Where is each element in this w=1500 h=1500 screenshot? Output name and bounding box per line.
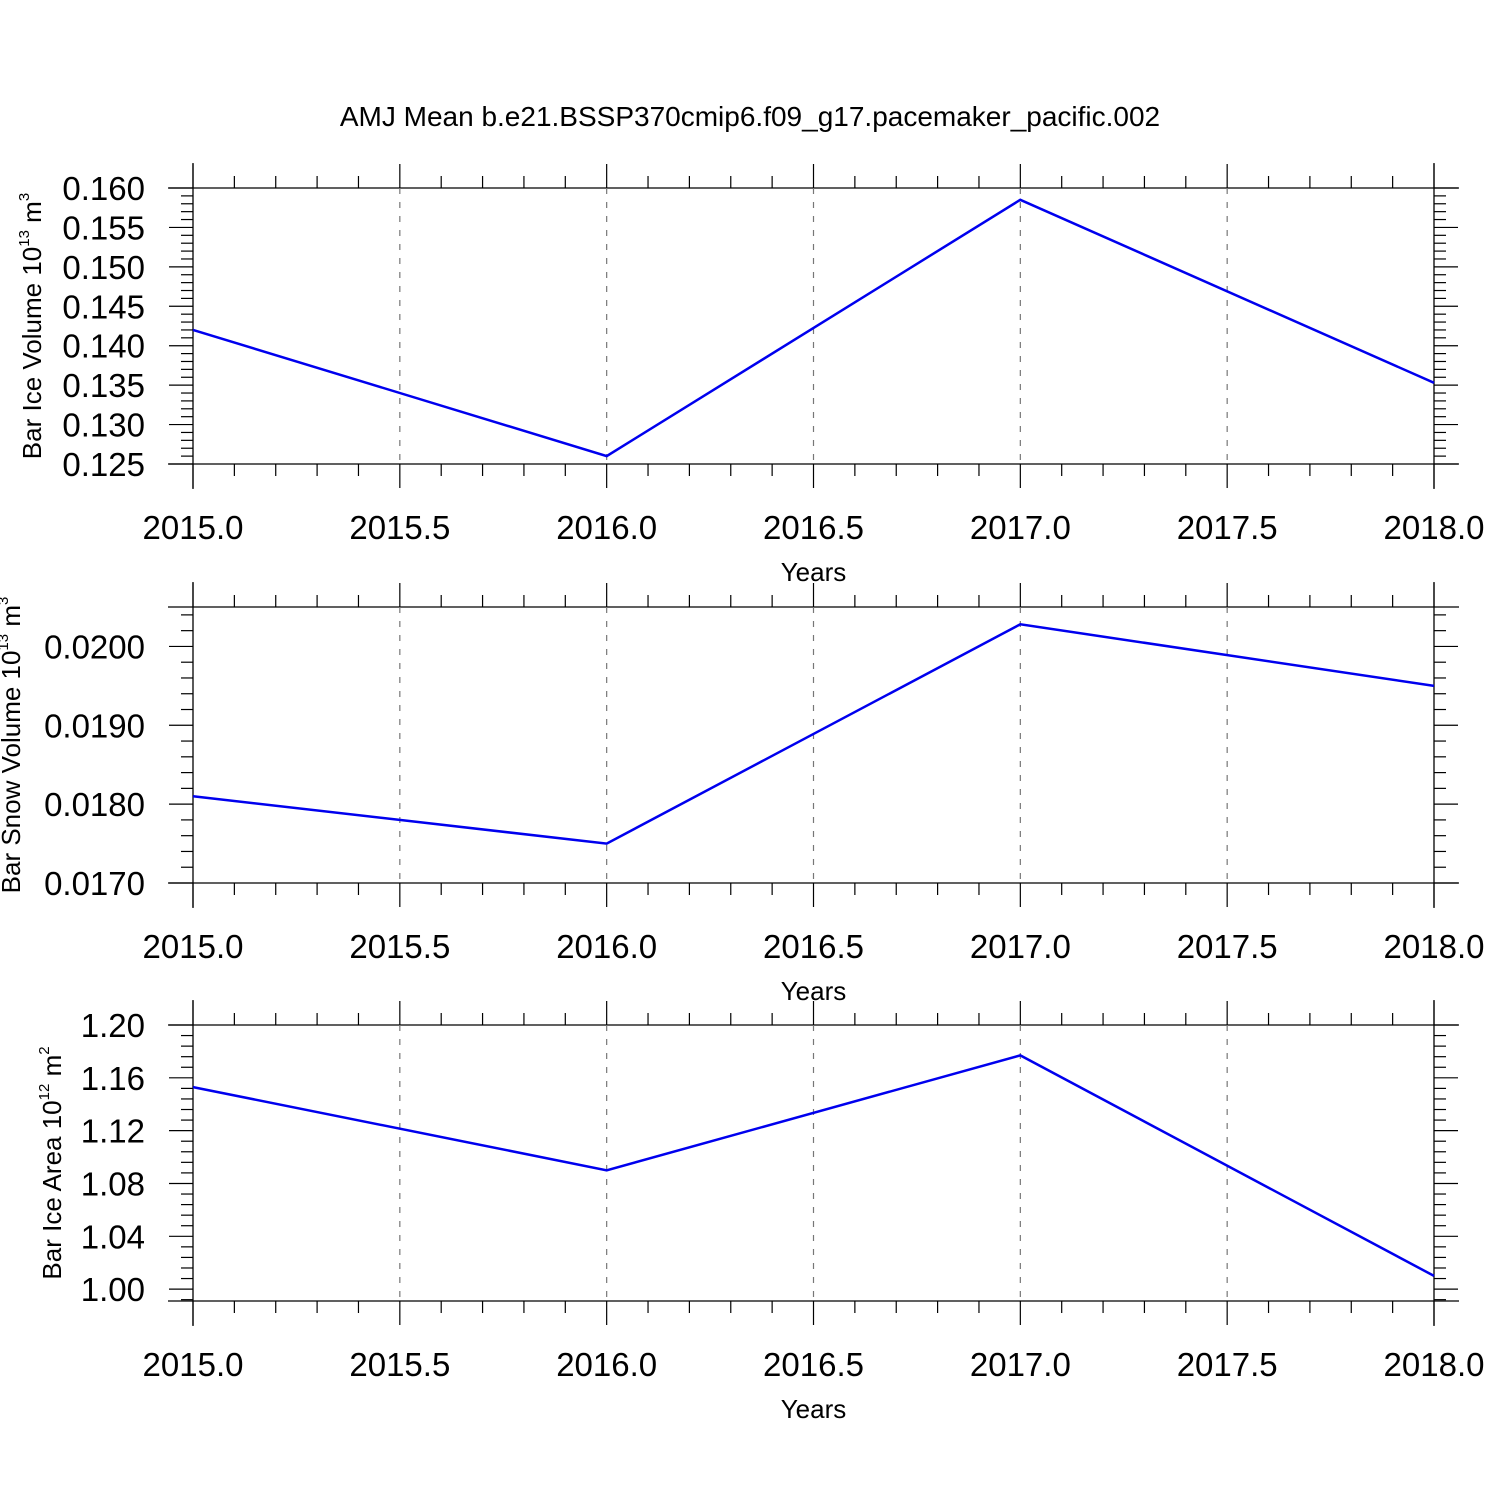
y-axis-label: Bar Snow Volume 1013 m3 [0,597,26,894]
x-tick-label-1: 2015.5 [349,1346,450,1383]
x-tick-label-1: 2015.5 [349,928,450,965]
y-tick-label-3: 0.140 [62,328,145,365]
y-tick-label-3: 1.12 [81,1113,145,1150]
x-tick-label-0: 2015.0 [143,1346,244,1383]
x-tick-label-0: 2015.0 [143,928,244,965]
y-tick-label-2: 1.08 [81,1165,145,1202]
y-axis-label-superscript: 12 [36,1084,53,1101]
x-tick-label-4: 2017.0 [970,509,1071,546]
y-tick-label-0: 0.125 [62,446,145,483]
x-tick-label-6: 2018.0 [1384,509,1485,546]
y-tick-label-1: 1.04 [81,1218,145,1255]
y-tick-label-0: 0.0170 [44,865,145,902]
series-line-1 [192,623,1435,845]
x-tick-label-6: 2018.0 [1384,1346,1485,1383]
x-tick-label-2: 2016.0 [556,1346,657,1383]
y-tick-label-2: 0.0190 [44,707,145,744]
y-axis-label-text: m [0,605,26,634]
y-axis-label-text: Bar Ice Volume 10 [17,247,47,459]
series-line-1 [192,1054,1435,1278]
y-tick-label-0: 1.00 [81,1271,145,1308]
figure-title: AMJ Mean b.e21.BSSP370cmip6.f09_g17.pace… [340,101,1160,132]
y-tick-label-1: 0.0180 [44,786,145,823]
y-tick-label-7: 0.160 [62,170,145,207]
y-axis-label-text: Bar Snow Volume 10 [0,651,26,894]
x-tick-label-4: 2017.0 [970,1346,1071,1383]
x-tick-label-1: 2015.5 [349,509,450,546]
chart-panel-1: 2015.0 2015.5 2016.0 2016.5 2017.0 2017.5 2018… [16,163,1484,587]
y-axis-label-superscript: 3 [16,193,33,201]
x-tick-label-3: 2016.5 [763,1346,864,1383]
y-tick-label-4: 0.145 [62,288,145,325]
x-axis-label: Years [781,557,847,587]
y-tick-label-5: 1.20 [81,1007,145,1044]
y-axis-label-text: m [37,1055,67,1084]
y-axis-label-superscript: 3 [0,597,12,605]
y-axis-label: Bar Ice Area 1012 m2 [36,1046,67,1279]
x-tick-label-4: 2017.0 [970,928,1071,965]
y-tick-label-6: 0.155 [62,209,145,246]
x-tick-label-5: 2017.5 [1177,509,1278,546]
x-tick-label-5: 2017.5 [1177,1346,1278,1383]
x-tick-label-3: 2016.5 [763,509,864,546]
chart-panel-3: 2015.0 2015.5 2016.0 2016.5 2017.0 2017.5 2018… [36,1000,1484,1424]
y-axis-label: Bar Ice Volume 1013 m3 [16,193,47,459]
x-tick-label-3: 2016.5 [763,928,864,965]
chart-panel-2: 2015.0 2015.5 2016.0 2016.5 2017.0 2017.5 2018… [0,582,1484,1006]
y-axis-label-text: Bar Ice Area 10 [37,1100,67,1279]
x-tick-label-6: 2018.0 [1384,928,1485,965]
series-line-1 [192,198,1435,458]
y-tick-label-5: 0.150 [62,249,145,286]
x-tick-label-0: 2015.0 [143,509,244,546]
y-axis-label-superscript: 13 [16,230,33,247]
y-tick-label-2: 0.135 [62,367,145,404]
y-axis-label-text: m [17,201,47,230]
y-tick-label-3: 0.0200 [44,628,145,665]
x-axis-label: Years [781,1394,847,1424]
x-tick-label-5: 2017.5 [1177,928,1278,965]
y-axis-label-superscript: 13 [0,634,12,651]
panels: 2015.0 2015.5 2016.0 2016.5 2017.0 2017.5 2018… [0,163,1484,1424]
y-axis-label-superscript: 2 [36,1046,53,1054]
x-tick-label-2: 2016.0 [556,509,657,546]
y-tick-label-4: 1.16 [81,1060,145,1097]
x-tick-label-2: 2016.0 [556,928,657,965]
y-tick-label-1: 0.130 [62,407,145,444]
